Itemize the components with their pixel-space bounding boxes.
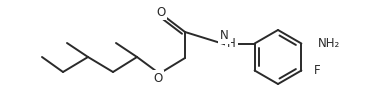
Text: O: O — [153, 71, 163, 85]
Text: O: O — [156, 5, 166, 19]
Text: F: F — [313, 64, 320, 77]
Text: N: N — [220, 29, 229, 42]
Text: H: H — [227, 37, 236, 50]
Text: NH₂: NH₂ — [317, 37, 340, 50]
